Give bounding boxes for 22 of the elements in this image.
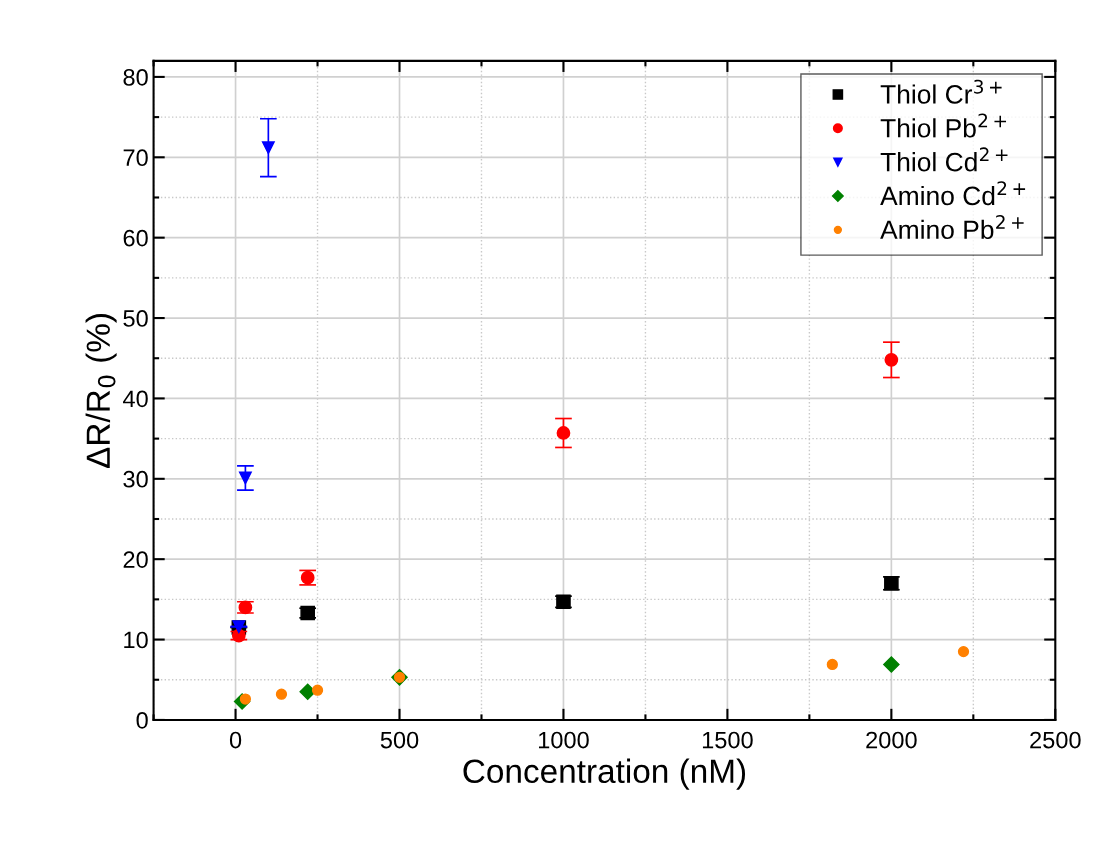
x-tick-label: 1500	[702, 731, 753, 749]
x-axis-title: Concentration (nM)	[463, 758, 746, 790]
x-tick-label: 2000	[866, 731, 917, 749]
x-tick-label: 1000	[539, 731, 589, 749]
y-tick-label: 0	[136, 712, 148, 729]
y-tick-label: 50	[123, 310, 148, 327]
y-tick-label: 70	[123, 149, 148, 167]
legend-label: Thiol Pb$^{2+}$	[880, 113, 1007, 138]
legend-label: Thiol Cd$^{2+}$	[880, 147, 1008, 172]
x-tick-label: 2500	[1030, 731, 1081, 749]
y-tick-label: 10	[124, 631, 148, 649]
y-tick-label: 40	[123, 390, 148, 408]
legend-label: Amino Pb$^{2+}$	[880, 215, 1024, 240]
x-tick-label: 0	[229, 731, 242, 749]
y-tick-label: 80	[123, 68, 148, 86]
legend-label: Amino Cd$^{2+}$	[880, 181, 1026, 206]
legend-label: Thiol Cr$^{3+}$	[880, 79, 1002, 104]
y-tick-label: 30	[123, 470, 148, 488]
y-axis-title: ΔR/R$_{0}$ (%)	[85, 314, 117, 468]
y-tick-label: 60	[123, 229, 148, 247]
y-tick-label: 20	[123, 551, 148, 568]
x-tick-label: 500	[380, 731, 419, 749]
